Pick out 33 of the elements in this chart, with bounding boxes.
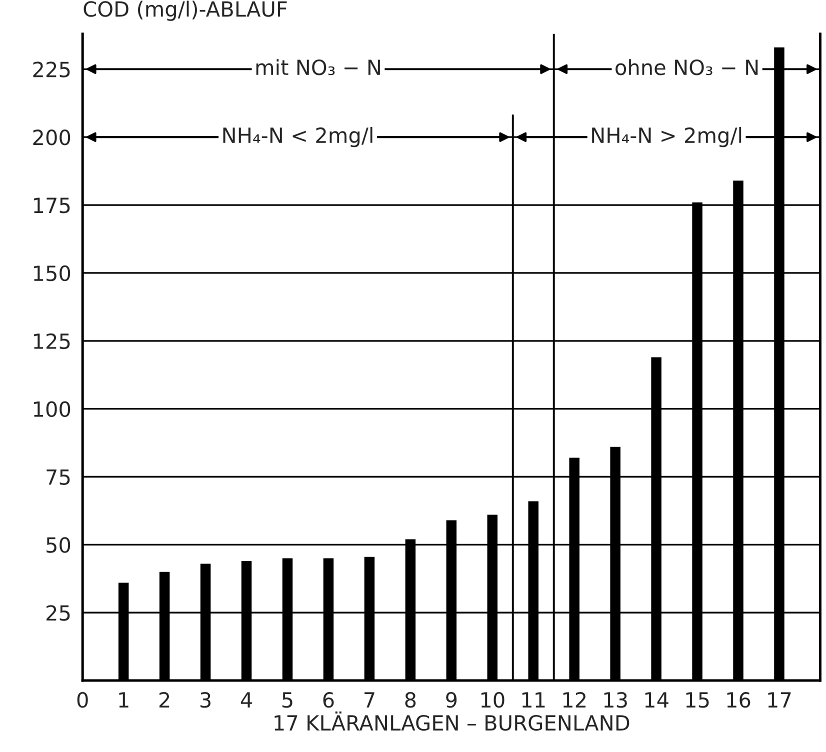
x-tick-label: 17 — [768, 692, 791, 708]
x-axis-title: 17 KLÄRANLAGEN – BURGENLAND — [274, 711, 630, 731]
x-tick-label: 5 — [282, 692, 292, 708]
x-tick-label: 3 — [200, 692, 210, 708]
y-axis-title: COD (mg/l)-ABLAUF — [84, 0, 287, 21]
y-tick-label: 25 — [46, 605, 70, 621]
y-tick-label: 225 — [33, 62, 70, 78]
x-tick-label: 16 — [727, 692, 750, 708]
x-tick-label: 14 — [645, 692, 668, 708]
x-tick-label: 7 — [364, 692, 374, 708]
x-tick-label: 13 — [604, 692, 627, 708]
x-tick-label: 12 — [563, 692, 586, 708]
y-tick-label: 50 — [46, 537, 70, 553]
annotation: ohne NO₃ − N — [616, 59, 758, 76]
x-tick-label: 15 — [686, 692, 709, 708]
annotation: NH₄-N < 2mg/l — [223, 127, 372, 148]
x-tick-label: 1 — [119, 692, 128, 708]
x-tick-label: 6 — [323, 692, 334, 708]
x-tick-label: 9 — [446, 692, 457, 708]
y-tick-label: 175 — [34, 198, 70, 214]
annotation: mit NO₃ − N — [256, 59, 380, 76]
x-tick-label: 10 — [481, 692, 504, 708]
x-tick-label: 11 — [522, 692, 545, 708]
y-tick-label: 125 — [34, 333, 70, 350]
x-tick-label: 4 — [240, 692, 252, 708]
annotation: NH₄-N > 2mg/l — [592, 127, 742, 148]
x-tick-label: 0 — [77, 692, 88, 708]
y-tick-label: 75 — [46, 469, 70, 485]
y-tick-label: 200 — [33, 130, 70, 146]
y-tick-label: 100 — [34, 401, 70, 418]
y-tick-label: 150 — [34, 265, 70, 282]
x-tick-label: 8 — [405, 692, 416, 708]
x-tick-label: 2 — [159, 692, 170, 708]
